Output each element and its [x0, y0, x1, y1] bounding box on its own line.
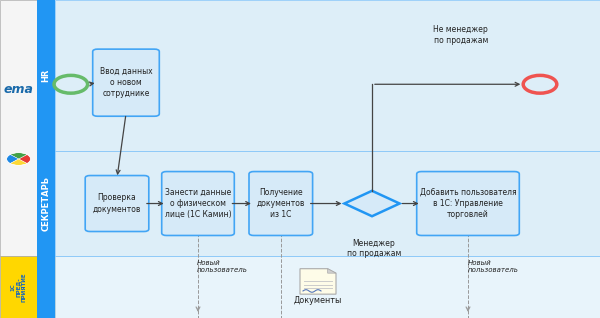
FancyBboxPatch shape	[37, 256, 55, 318]
PathPatch shape	[328, 269, 336, 273]
FancyBboxPatch shape	[55, 151, 600, 256]
Text: Документы: Документы	[294, 296, 342, 305]
Text: Ввод данных
о новом
сотруднике: Ввод данных о новом сотруднике	[100, 67, 152, 98]
FancyBboxPatch shape	[37, 0, 55, 151]
Text: Проверка
документов: Проверка документов	[93, 193, 141, 214]
FancyBboxPatch shape	[37, 151, 55, 256]
Text: ema: ema	[4, 83, 34, 95]
FancyBboxPatch shape	[162, 172, 235, 235]
FancyBboxPatch shape	[85, 176, 149, 232]
Text: Менеджер
по продажам: Менеджер по продажам	[347, 238, 401, 258]
Wedge shape	[10, 153, 27, 159]
FancyBboxPatch shape	[92, 49, 160, 116]
PathPatch shape	[300, 269, 336, 294]
Wedge shape	[10, 159, 27, 165]
FancyBboxPatch shape	[249, 172, 313, 235]
Text: HR: HR	[42, 69, 50, 82]
Polygon shape	[344, 191, 400, 216]
Text: Новый
пользователь: Новый пользователь	[468, 260, 519, 273]
FancyBboxPatch shape	[0, 256, 37, 318]
Text: Получение
документов
из 1С: Получение документов из 1С	[257, 188, 305, 219]
FancyBboxPatch shape	[55, 256, 600, 318]
Wedge shape	[7, 155, 19, 163]
FancyBboxPatch shape	[55, 0, 600, 151]
Text: Новый
пользователь: Новый пользователь	[197, 260, 248, 273]
FancyBboxPatch shape	[0, 0, 37, 256]
Text: Не менеджер
по продажам: Не менеджер по продажам	[433, 25, 488, 45]
Text: 1С
ПРЕД-
ПРИЯТИЕ: 1С ПРЕД- ПРИЯТИЕ	[10, 272, 27, 302]
Wedge shape	[19, 155, 31, 163]
Text: Добавить пользователя
в 1С: Управление
торговлей: Добавить пользователя в 1С: Управление т…	[419, 188, 517, 219]
Text: СЕКРЕТАРЬ: СЕКРЕТАРЬ	[42, 176, 50, 231]
Text: Занести данные
о физическом
лице (1С Камин): Занести данные о физическом лице (1С Кам…	[164, 188, 232, 219]
FancyBboxPatch shape	[416, 172, 519, 235]
